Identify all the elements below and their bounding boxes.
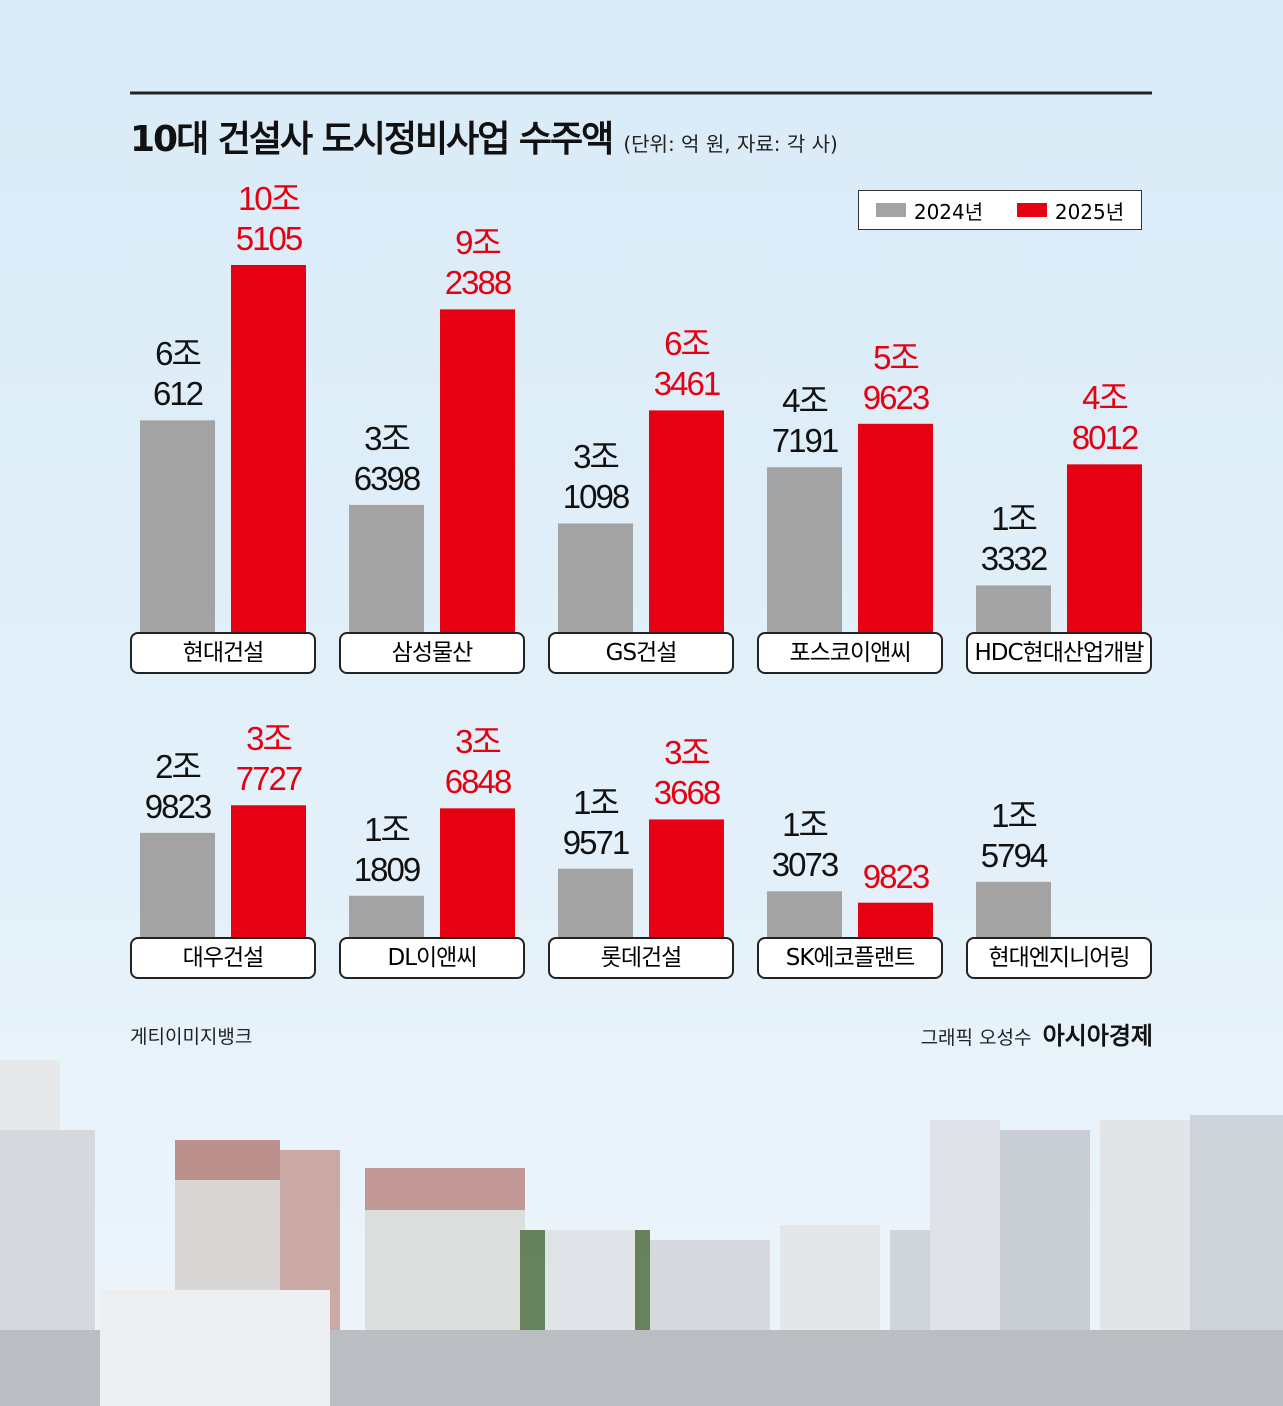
category-label: 포스코이앤씨 [757,632,943,674]
value-label: 1조 3332 [980,500,1048,578]
legend-label: 2024년 [913,199,984,224]
bar [858,902,933,937]
legend-swatch [875,203,906,217]
credit-row: 그래픽 오성수 아시아경제 [921,1016,1153,1051]
value-label: 4조 8012 [1071,379,1139,457]
value-label: 2조 9823 [144,747,212,825]
bar [140,420,215,632]
graphic-credit: 그래픽 오성수 [920,1027,1032,1049]
value-label: 1조 9571 [562,783,630,861]
chart-subtitle: (단위: 억 원, 자료: 각 사) [623,132,838,156]
bar [349,504,424,632]
value-label: 1조 5794 [980,796,1048,874]
bar [140,832,215,937]
bar [349,895,424,937]
chart-title: 10대 건설사 도시정비사업 수주액 [130,119,614,160]
value-label: 1조 3073 [771,806,839,884]
category-label: HDC현대산업개발 [966,632,1152,674]
bar [1067,464,1142,632]
bar [231,265,306,632]
bar [440,808,515,937]
category-label: 삼성물산 [339,632,525,674]
bar [976,585,1051,632]
value-label: 3조 6848 [444,723,512,801]
value-label: 9823 [862,857,930,895]
legend-item: 2024년 [875,196,984,225]
category-label: 현대건설 [130,632,316,674]
category-label: 롯데건설 [548,937,734,979]
value-label: 5조 9623 [862,338,930,416]
publisher: 아시아경제 [1042,1022,1153,1050]
category-label: 현대엔지니어링 [966,937,1152,979]
bar [649,819,724,937]
legend-swatch [1016,203,1047,217]
value-label: 9조 2388 [444,224,512,302]
bar [767,891,842,937]
bar [858,423,933,632]
bar [976,881,1051,937]
category-label: SK에코플랜트 [757,937,943,979]
bar [558,523,633,632]
legend: 2024년 2025년 [858,190,1142,230]
category-label: GS건설 [548,632,734,674]
title-row: 10대 건설사 도시정비사업 수주액 (단위: 억 원, 자료: 각 사) [130,110,838,162]
value-label: 6조 3461 [653,325,721,403]
skyline [0,1060,1283,1406]
legend-label: 2025년 [1054,199,1125,224]
value-label: 3조 3668 [653,734,721,812]
bar [767,467,842,632]
value-label: 4조 7191 [771,382,839,460]
value-label: 3조 6398 [353,419,421,497]
category-label: DL이앤씨 [339,937,525,979]
legend-item: 2025년 [1016,196,1125,225]
value-label: 6조 612 [152,335,204,413]
photo-credit: 게티이미지뱅크 [130,1026,253,1048]
bar [440,309,515,632]
value-label: 10조 5105 [235,180,303,257]
bar [558,868,633,937]
bar [231,805,306,937]
category-label: 대우건설 [130,937,316,979]
bar [649,410,724,632]
value-label: 1조 1809 [353,810,421,888]
value-label: 3조 1098 [562,438,630,516]
value-label: 3조 7727 [235,720,303,798]
